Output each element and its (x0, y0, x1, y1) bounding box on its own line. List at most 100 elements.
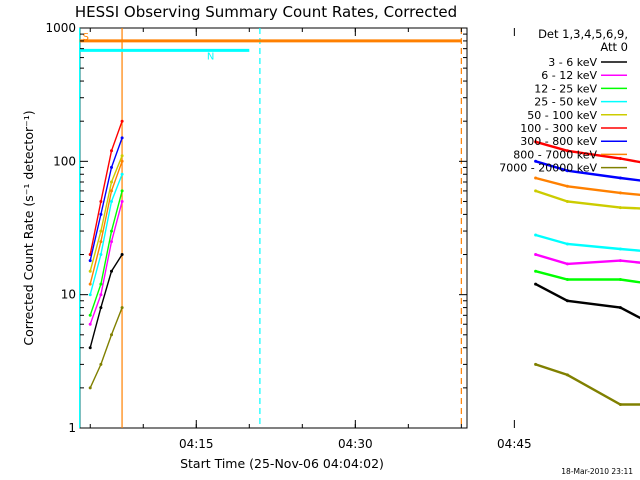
series-line-12-25-kev-early (89, 190, 123, 316)
series-line-800-7000-kev-early (89, 161, 123, 285)
legend-label: 100 - 300 keV (520, 122, 597, 135)
data-point (120, 136, 124, 140)
x-axis-label: Start Time (25-Nov-06 04:04:02) (180, 456, 384, 471)
y-axis: 1 10 100 1000 (45, 21, 467, 435)
data-point (120, 172, 124, 176)
data-point (120, 159, 124, 163)
data-point (534, 189, 538, 193)
data-point (120, 306, 124, 310)
data-point (565, 373, 569, 377)
series-group (88, 119, 640, 406)
chart-title: HESSI Observing Summary Count Rates, Cor… (75, 3, 457, 21)
data-point (88, 269, 92, 273)
data-point (618, 278, 622, 281)
y-tick-label: 1000 (45, 21, 76, 35)
data-point (88, 259, 92, 263)
legend-header-line-2: Att 0 (600, 40, 628, 54)
series-line-50-100-kev-early (89, 155, 123, 272)
data-point (110, 189, 113, 193)
data-point (110, 229, 113, 233)
data-point (110, 240, 113, 244)
legend-label: 3 - 6 keV (548, 56, 597, 69)
data-point (99, 293, 103, 297)
series-line-25-50-kev-early (89, 174, 123, 295)
legend-label: 25 - 50 keV (534, 96, 597, 109)
legend-label: 12 - 25 keV (534, 82, 597, 95)
data-point (534, 362, 538, 366)
data-point (88, 386, 92, 390)
legend-label: 50 - 100 keV (527, 109, 597, 122)
data-point (110, 200, 113, 203)
flag-label: S (83, 32, 89, 43)
data-point (565, 278, 569, 281)
data-point (99, 229, 103, 233)
data-point (120, 253, 124, 256)
data-point (99, 362, 103, 366)
legend-label: 800 - 7000 keV (513, 148, 597, 161)
legend-label: 7000 - 20000 keV (499, 162, 597, 175)
series-line-100-300-kev-early (89, 120, 123, 255)
data-point (110, 149, 113, 153)
data-point (120, 189, 124, 193)
data-point (120, 119, 124, 123)
data-point (99, 240, 103, 244)
data-point (534, 269, 538, 273)
data-point (110, 180, 113, 184)
data-point (88, 322, 92, 326)
footer-timestamp: 18-Mar-2010 23:11 (561, 467, 633, 476)
data-point (618, 191, 622, 195)
data-point (565, 184, 569, 188)
y-tick-label: 1 (68, 421, 76, 435)
data-point (618, 247, 622, 251)
data-point (534, 140, 538, 144)
data-point (99, 282, 103, 286)
data-point (534, 176, 538, 180)
x-tick-label: 04:30 (338, 437, 373, 451)
data-point (618, 306, 622, 310)
legend-label: 6 - 12 keV (541, 69, 597, 82)
legend-header-line-1: Det 1,3,4,5,6,9, (538, 27, 628, 41)
data-point (110, 333, 113, 337)
y-axis-label: Corrected Count Rate (s⁻¹ detector⁻¹) (21, 110, 36, 345)
x-tick-label: 04:45 (497, 437, 532, 451)
flag-label: N (207, 51, 214, 62)
data-point (618, 206, 622, 210)
data-point (618, 176, 622, 180)
data-point (534, 233, 538, 237)
data-point (534, 253, 538, 256)
data-point (120, 200, 124, 203)
data-point (99, 212, 103, 216)
data-point (120, 154, 124, 158)
data-point (618, 259, 622, 263)
data-point (99, 306, 103, 310)
data-point (534, 159, 538, 163)
x-tick-label: 04:15 (179, 437, 214, 451)
data-point (565, 200, 569, 203)
y-tick-label: 100 (53, 154, 76, 168)
vertical-markers (79, 28, 462, 428)
data-point (565, 262, 569, 266)
data-point (99, 253, 103, 256)
data-point (565, 242, 569, 246)
data-point (565, 169, 569, 173)
data-point (110, 269, 113, 273)
data-point (88, 313, 92, 317)
data-point (110, 165, 113, 169)
series-line-3-6-kev-early (89, 254, 123, 348)
data-point (565, 299, 569, 303)
legend-label: 300 - 800 keV (520, 135, 597, 148)
data-point (618, 157, 622, 160)
data-point (618, 403, 622, 406)
data-point (565, 149, 569, 153)
data-point (88, 282, 92, 286)
data-point (99, 200, 103, 203)
y-tick-label: 10 (61, 288, 76, 302)
series-line-7000-20000-kev-early (89, 307, 123, 389)
data-point (88, 346, 92, 350)
series-line-6-12-kev-early (89, 201, 123, 325)
data-point (534, 282, 538, 286)
